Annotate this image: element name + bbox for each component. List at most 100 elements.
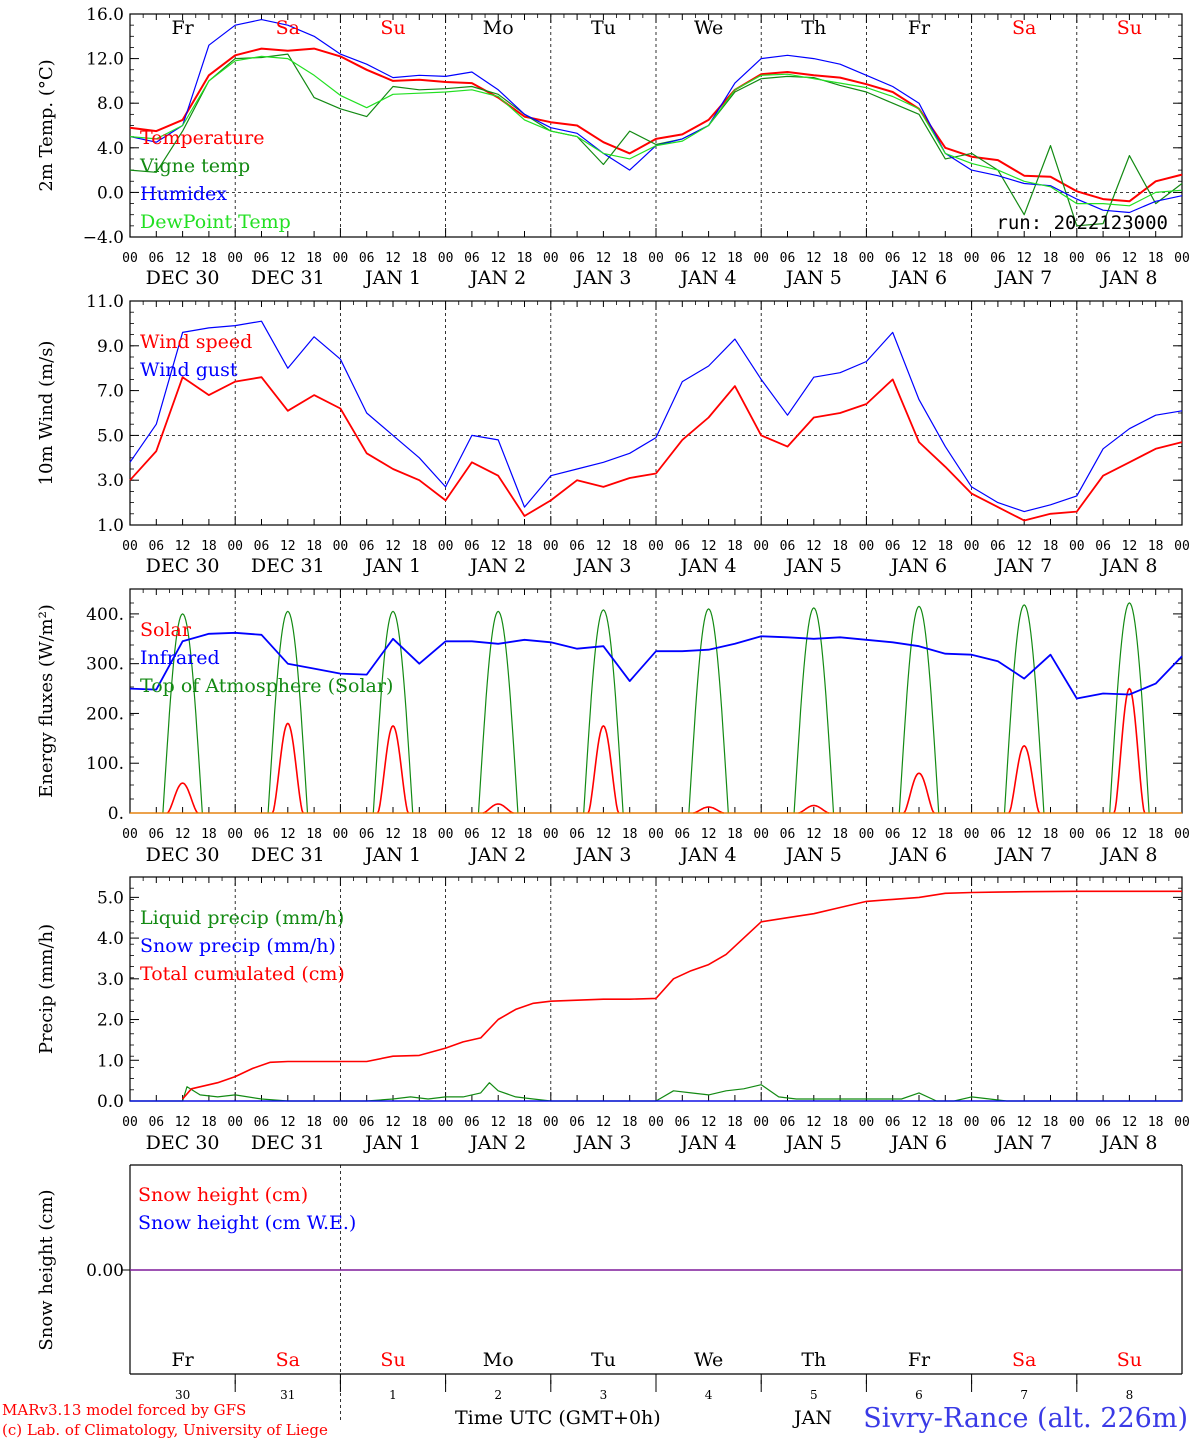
hour-tick-label: 06: [780, 827, 796, 842]
hour-tick-label: 06: [254, 251, 270, 266]
hour-tick-label: 18: [622, 251, 638, 266]
hour-tick-label: 00: [859, 827, 875, 842]
hour-tick-label: 18: [832, 539, 848, 554]
y-tick-label: 11.0: [86, 292, 124, 312]
solar-curve: [693, 806, 725, 814]
date-label: JAN 8: [1099, 555, 1157, 577]
hour-tick-label: 06: [990, 827, 1006, 842]
day-number-label: 2: [494, 1388, 502, 1402]
date-label: JAN 3: [573, 844, 631, 866]
hour-tick-label: 06: [1095, 251, 1111, 266]
y-tick-label: 2.0: [97, 1011, 124, 1031]
hour-tick-label: 00: [1174, 539, 1190, 554]
legend-entry: Humidex: [140, 183, 227, 205]
date-label: JAN 4: [679, 1132, 737, 1154]
plot-frame: [129, 13, 1183, 238]
hour-tick-label: 06: [990, 251, 1006, 266]
weekday-label: Tu: [591, 17, 616, 39]
hour-tick-label: 18: [727, 251, 743, 266]
hour-tick-label: 00: [227, 827, 243, 842]
legend-entry: Snow height (cm): [138, 1184, 308, 1206]
hour-tick-label: 06: [885, 1115, 901, 1130]
hour-tick-label: 12: [911, 251, 927, 266]
legend-entry: Wind speed: [140, 331, 252, 353]
y-tick-label: 1.0: [97, 516, 124, 536]
run-label: run: 2022123000: [996, 212, 1168, 234]
date-label: JAN 8: [1099, 844, 1157, 866]
weekday-label: Sa: [276, 17, 300, 39]
hour-tick-label: 06: [990, 539, 1006, 554]
panel-4: 00 06 12 18 00 06 12 18 00 06 12 18 00 06 12 18 00 06 12 18…: [36, 876, 1190, 1154]
weekday-label: Su: [1117, 17, 1142, 39]
hour-tick-label: 12: [1122, 1115, 1138, 1130]
y-axis-label: 2m Temp. (°C): [36, 59, 57, 191]
weekday-label: Sa: [276, 1349, 300, 1371]
xaxis-title: Time UTC (GMT+0h): [455, 1407, 661, 1429]
hour-tick-label: 12: [490, 1115, 506, 1130]
hour-tick-label: 00: [438, 539, 454, 554]
hour-tick-label: 18: [201, 827, 217, 842]
hour-tick-label: 12: [490, 539, 506, 554]
legend-entry: Snow height (cm W.E.): [138, 1212, 356, 1234]
hour-tick-label: 12: [596, 827, 612, 842]
date-label: DEC 31: [251, 1132, 325, 1154]
hour-tick-label: 12: [1016, 827, 1032, 842]
hour-tick-label: 12: [701, 539, 717, 554]
panel-5: 0.00 Snow height (cm) Snow height (cm) Snow…: [36, 1164, 1183, 1420]
date-label: JAN 6: [889, 267, 947, 289]
hour-tick-label: 06: [569, 1115, 585, 1130]
weekday-label: Su: [380, 17, 405, 39]
hour-tick-label: 18: [622, 827, 638, 842]
hour-tick-label: 06: [674, 827, 690, 842]
hour-tick-label: 06: [674, 539, 690, 554]
date-label: JAN 7: [994, 844, 1052, 866]
date-label: DEC 31: [251, 267, 325, 289]
hour-tick-label: 18: [937, 539, 953, 554]
date-label: JAN 8: [1099, 267, 1157, 289]
hour-tick-label: 06: [254, 539, 270, 554]
weekday-label: Tu: [591, 1349, 616, 1371]
hour-tick-label: 06: [780, 1115, 796, 1130]
hour-tick-label: 18: [832, 251, 848, 266]
hour-tick-label: 06: [885, 827, 901, 842]
weekday-label: Fr: [908, 17, 931, 39]
hour-tick-label: 12: [806, 251, 822, 266]
solar-curve: [1008, 744, 1041, 814]
date-label: JAN 8: [1099, 1132, 1157, 1154]
panel-3: 00 06 12 18 00 06 12 18 00 06 12 18 00 06 12 18 00 06 12 18…: [36, 588, 1190, 866]
footer-month-stub: JAN: [792, 1407, 832, 1429]
y-axis-label: Snow height (cm): [36, 1189, 57, 1350]
hour-tick-label: 00: [648, 1115, 664, 1130]
toa-solar-curve: [1109, 602, 1150, 814]
date-label: JAN 2: [468, 844, 526, 866]
hour-tick-label: 12: [806, 1115, 822, 1130]
hour-tick-label: 18: [411, 251, 427, 266]
hour-tick-label: 18: [1148, 539, 1164, 554]
hour-tick-label: 18: [306, 1115, 322, 1130]
y-tick-label: 4.0: [97, 929, 124, 949]
hour-tick-label: 00: [859, 1115, 875, 1130]
day-number-label: 6: [915, 1388, 923, 1402]
y-tick-label: 3.0: [97, 970, 124, 990]
hour-tick-label: 06: [1095, 1115, 1111, 1130]
hour-tick-label: 00: [333, 827, 349, 842]
plot-frame: [129, 300, 1183, 526]
date-label: JAN 1: [363, 555, 421, 577]
hour-tick-label: 18: [1148, 827, 1164, 842]
weekday-label: Su: [380, 1349, 405, 1371]
hour-tick-label: 12: [385, 539, 401, 554]
hour-tick-label: 00: [438, 251, 454, 266]
y-tick-label: −4.0: [83, 228, 124, 248]
day-number-label: 30: [175, 1388, 190, 1402]
date-label: DEC 30: [146, 844, 220, 866]
date-label: DEC 30: [146, 555, 220, 577]
hour-tick-label: 18: [306, 827, 322, 842]
hour-tick-label: 12: [701, 251, 717, 266]
y-tick-label: 12.0: [86, 50, 124, 70]
y-tick-label: 400.: [86, 605, 124, 625]
y-tick-label: 7.0: [97, 382, 124, 402]
series-line: [129, 376, 1183, 522]
hour-tick-label: 18: [517, 539, 533, 554]
hour-tick-label: 18: [517, 1115, 533, 1130]
